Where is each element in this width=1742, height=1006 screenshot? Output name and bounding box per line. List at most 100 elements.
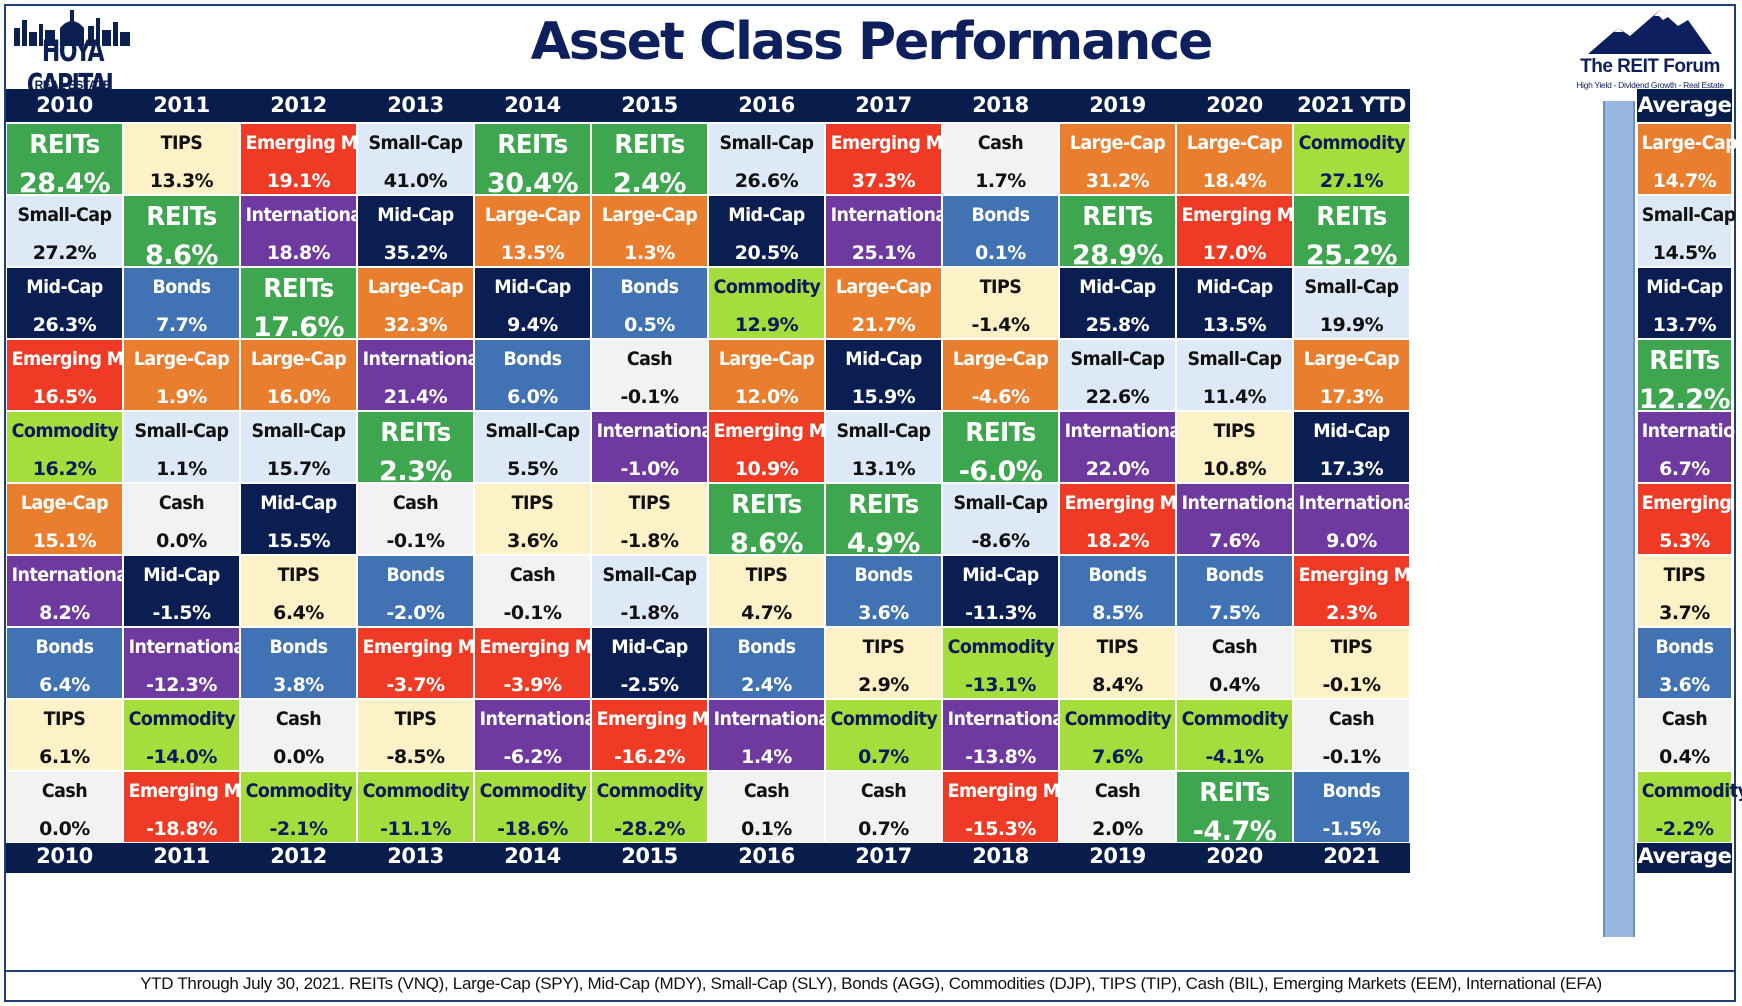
cell-2011-cash: Cash 0.0% <box>123 483 240 555</box>
year-footer-2016: 2016 <box>708 840 825 873</box>
cell-2019-cash: Cash 2.0% <box>1059 771 1176 843</box>
year-footer-2018: 2018 <box>942 840 1059 873</box>
asset-label: Small-Cap <box>368 132 463 154</box>
asset-label: Commodity <box>596 780 704 802</box>
return-value: 12.2% <box>1638 384 1731 415</box>
cell-2016-tips: TIPS 4.7% <box>708 555 825 627</box>
return-value: -0.1% <box>386 530 445 552</box>
cell-2010-bonds: Bonds 6.4% <box>6 627 123 699</box>
return-value: 15.5% <box>266 530 331 552</box>
return-value: 5.3% <box>1659 530 1710 552</box>
return-value: 18.2% <box>1085 530 1150 552</box>
asset-label: Small-Cap <box>251 420 346 442</box>
cell-2014-large-cap: Large-Cap 13.5% <box>474 195 591 267</box>
return-value: 2.0% <box>1092 818 1143 840</box>
asset-label: Emerging Mk <box>11 348 136 370</box>
cell-2017-bonds: Bonds 3.6% <box>825 555 942 627</box>
cell-average-large-cap: Large-Cap 14.7% <box>1637 123 1738 195</box>
cell-2015-small-cap: Small-Cap -1.8% <box>591 555 708 627</box>
return-value: 8.2% <box>39 602 90 624</box>
return-value: -2.1% <box>269 818 328 840</box>
cell-2018-international: International -13.8% <box>942 699 1070 771</box>
return-value: 7.5% <box>1209 602 1260 624</box>
return-value: 12.0% <box>734 386 799 408</box>
cell-2018-small-cap: Small-Cap -8.6% <box>942 483 1059 555</box>
return-value: 7.6% <box>1092 746 1143 768</box>
return-value: -4.6% <box>971 386 1030 408</box>
return-value: 13.1% <box>851 458 916 480</box>
return-value: -8.6% <box>971 530 1030 552</box>
return-value: 8.6% <box>730 528 803 559</box>
asset-label: TIPS <box>1663 564 1706 586</box>
asset-label: TIPS <box>43 708 86 730</box>
cell-2015-cash: Cash -0.1% <box>591 339 708 411</box>
cell-2016-bonds: Bonds 2.4% <box>708 627 825 699</box>
asset-label: Bonds <box>386 564 445 586</box>
cell-average-international: International 6.7% <box>1637 411 1742 483</box>
cell-2010-cash: Cash 0.0% <box>6 771 123 843</box>
year-footer-2021: 2021 <box>1293 840 1410 873</box>
return-value: 3.7% <box>1659 602 1710 624</box>
cell-2012-reits: REITs 17.6% <box>240 267 357 343</box>
return-value: 22.0% <box>1085 458 1150 480</box>
asset-label: REITs <box>614 130 685 160</box>
return-value: 12.9% <box>734 314 799 336</box>
asset-label: Emerging Mk <box>128 780 253 802</box>
year-header-2012: 2012 <box>240 89 357 122</box>
asset-label: Commodity <box>713 276 821 298</box>
cell-2018-bonds: Bonds 0.1% <box>942 195 1059 267</box>
asset-label: Emerging Mk <box>479 636 604 658</box>
asset-label: Small-Cap <box>134 420 229 442</box>
asset-label: Commodity <box>245 780 353 802</box>
return-value: 0.1% <box>975 242 1026 264</box>
cell-2017-tips: TIPS 2.9% <box>825 627 942 699</box>
return-value: 27.1% <box>1319 170 1384 192</box>
asset-label: Bonds <box>35 636 94 658</box>
cell-average-commodity: Commodity -2.2% <box>1637 771 1742 843</box>
year-footer-2012: 2012 <box>240 840 357 873</box>
asset-label: TIPS <box>745 564 788 586</box>
asset-label: Cash <box>1328 708 1375 730</box>
return-value: 30.4% <box>486 168 579 199</box>
cell-2021-international: International 9.0% <box>1293 483 1421 555</box>
asset-label: Large-Cap <box>133 348 230 370</box>
cell-2014-mid-cap: Mid-Cap 9.4% <box>474 267 591 339</box>
return-value: 25.2% <box>1305 240 1398 271</box>
asset-label: TIPS <box>394 708 437 730</box>
cell-2011-bonds: Bonds 7.7% <box>123 267 240 339</box>
cell-2011-tips: TIPS 13.3% <box>123 123 240 195</box>
cell-average-reits: REITs 12.2% <box>1637 339 1732 415</box>
return-value: 37.3% <box>851 170 916 192</box>
cell-average-cash: Cash 0.4% <box>1637 699 1732 771</box>
asset-label: Lage-Cap <box>20 492 109 514</box>
year-header-2014: 2014 <box>474 89 591 122</box>
asset-label: REITs <box>497 130 568 160</box>
asset-label: International <box>596 420 719 442</box>
cell-2012-large-cap: Large-Cap 16.0% <box>240 339 357 411</box>
asset-label: Bonds <box>1655 636 1714 658</box>
cell-average-bonds: Bonds 3.6% <box>1637 627 1732 699</box>
asset-label: Large-Cap <box>1069 132 1166 154</box>
cell-2015-mid-cap: Mid-Cap -2.5% <box>591 627 708 699</box>
cell-2018-tips: TIPS -1.4% <box>942 267 1059 339</box>
asset-label: TIPS <box>628 492 671 514</box>
year-header-2010: 2010 <box>6 89 123 122</box>
page-title: Asset Class Performance <box>530 12 1214 72</box>
return-value: 6.0% <box>507 386 558 408</box>
cell-2010-lage-cap: Lage-Cap 15.1% <box>6 483 123 555</box>
asset-label: TIPS <box>160 132 203 154</box>
return-value: 13.3% <box>149 170 214 192</box>
return-value: 19.1% <box>266 170 331 192</box>
return-value: -3.9% <box>503 674 562 696</box>
cell-2017-reits: REITs 4.9% <box>825 483 942 559</box>
asset-label: International <box>1641 420 1742 442</box>
return-value: 5.5% <box>507 458 558 480</box>
cell-2011-mid-cap: Mid-Cap -1.5% <box>123 555 240 627</box>
cell-2014-reits: REITs 30.4% <box>474 123 591 199</box>
cell-2012-international: International 18.8% <box>240 195 368 267</box>
cell-2019-mid-cap: Mid-Cap 25.8% <box>1059 267 1176 339</box>
cell-2019-emerging-mk: Emerging Mk 18.2% <box>1059 483 1188 555</box>
asset-label: Small-Cap <box>17 204 112 226</box>
return-value: -13.1% <box>965 674 1036 696</box>
cell-2021-emerging-mk: Emerging Mk 2.3% <box>1293 555 1422 627</box>
